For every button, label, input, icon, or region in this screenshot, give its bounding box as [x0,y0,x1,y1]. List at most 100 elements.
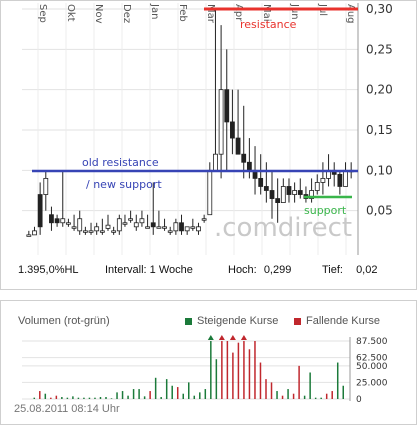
candle-body [196,226,201,232]
legend-falling: Fallende Kurse [294,315,380,327]
candle-body [309,190,314,199]
candle-body [218,89,224,155]
candle-body [269,190,275,199]
x-tick-label: Feb [177,4,188,22]
x-tick-label: Mai [261,4,272,22]
price-frame [0,0,417,290]
overflow-arrow-icon [240,335,247,340]
x-tick-label: Apr [233,4,244,22]
price-chart: SepOktNovDezJanFebMarAprMaiJunJulAug 0,0… [0,0,417,290]
candle-body [230,121,235,139]
x-tick-label: Jun [289,3,300,20]
candle-body [54,218,60,224]
candle-body [60,218,66,224]
candle-body [82,230,88,233]
volume-bars [33,341,344,399]
candle-body [49,214,54,224]
volume-tick-label: 87.500 [356,337,388,347]
overflow-arrow-icon [207,335,214,340]
volume-frame [0,300,417,425]
volume-tick-label: 0 [356,395,362,405]
candle-body [105,224,111,229]
candle-body [337,173,343,187]
volume-title: Volumen (rot-grün) [18,315,110,327]
candle-body [128,218,134,221]
high-info: Hoch: 0,299 [228,264,291,276]
y-tick-label: 0,15 [366,123,393,137]
timestamp: 25.08.2011 08:14 Uhr [14,403,120,415]
candle-body [275,198,281,203]
candle-body [111,230,117,233]
x-tick-label: Jan [149,3,160,19]
candle-body [145,226,150,229]
interval-info: Intervall: 1 Woche [105,264,193,276]
candle-body [297,190,303,195]
candle-body [224,89,230,123]
candle-body [343,169,348,187]
legend-rising-label: Steigende Kurse [197,315,279,327]
x-tick-label: Nov [93,4,104,24]
x-tick-label: Aug [345,4,356,24]
interval-label: Intervall: [105,264,147,276]
volume-overflow-markers [207,335,247,340]
change-value: 1.395,0%HL [18,264,79,276]
high-value: 0,299 [263,264,292,276]
candle-body [43,177,49,195]
x-tick-label: Mar [205,4,216,24]
x-tick-label: Dez [121,4,132,23]
candle-body [162,226,167,229]
candle-body [88,230,94,233]
candle-body [77,218,83,232]
candle-body [179,222,184,232]
candle-body [184,226,190,232]
legend-rising: Steigende Kurse [185,315,278,327]
candle-body [314,182,320,191]
volume-tick-label: 62.500 [356,354,388,364]
y-tick-labels: 0,05 0,10 0,15 0,20 0,25 0,30 [366,2,393,218]
candle-body [71,226,77,229]
candle-body [201,218,207,221]
candle-body [190,226,196,229]
overflow-arrow-icon [218,335,225,340]
y-tick-label: 0,05 [366,204,393,218]
candle-body [133,222,139,228]
volume-grid [22,337,351,401]
candle-body [235,137,241,155]
candle-body [94,226,100,232]
legend-falling-label: Fallende Kurse [306,315,380,327]
y-tick-label: 0,25 [366,42,393,56]
candle-body [66,222,71,225]
candle-body [207,169,213,216]
candle-body [156,226,162,229]
overflow-arrow-icon [229,335,236,340]
candle-body [116,218,122,232]
candle-body [241,153,247,163]
candle-body [213,153,218,171]
candle-body [150,222,156,228]
candle-body [32,230,37,236]
legend-rising-swatch [185,317,192,325]
candle-body [122,222,128,225]
resistance-label: resistance [240,18,297,31]
high-label: Hoch: [228,264,257,276]
y-tick-label: 0,20 [366,83,393,97]
legend-falling-swatch [294,317,301,325]
candle-body [173,222,179,232]
low-label: Tief: [322,264,343,276]
low-info: Tief: 0,02 [322,264,377,276]
y-tick-label: 0,10 [366,163,393,177]
new-support-label: / new support [86,178,162,191]
candle-body [258,177,264,187]
price-grid [22,3,359,255]
candle-body [246,161,252,171]
candle-body [99,230,105,233]
candle-body [292,190,298,195]
volume-tick-label: 25.000 [356,378,388,388]
support-label: support [304,204,347,217]
candle-body [26,234,32,237]
candle-body [280,186,286,203]
candle-body [286,186,292,195]
y-tick-label: 0,30 [366,2,393,16]
